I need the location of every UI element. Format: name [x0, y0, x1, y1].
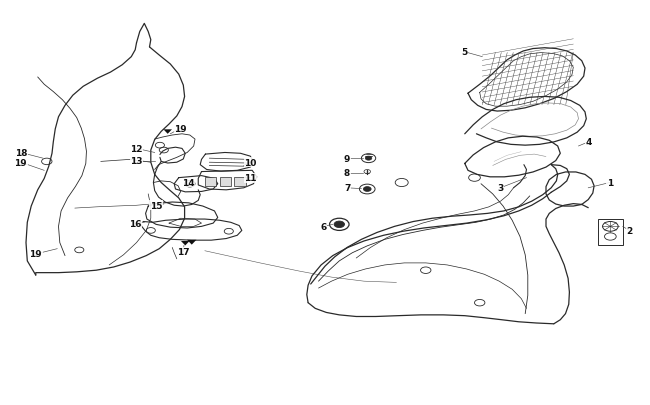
Text: 7: 7: [344, 184, 350, 193]
Text: 19: 19: [14, 158, 27, 167]
Text: 16: 16: [129, 219, 142, 228]
Text: 2: 2: [626, 226, 632, 235]
Text: 1: 1: [606, 179, 613, 188]
Circle shape: [365, 157, 372, 161]
Text: 19: 19: [174, 124, 187, 133]
Polygon shape: [187, 240, 196, 245]
Polygon shape: [181, 241, 190, 246]
Text: 12: 12: [130, 145, 143, 153]
Text: 11: 11: [244, 174, 257, 183]
Text: 14: 14: [182, 179, 195, 188]
Bar: [220, 177, 231, 186]
Text: 10: 10: [244, 158, 257, 167]
Text: 8: 8: [344, 169, 350, 178]
Text: 9: 9: [344, 154, 350, 163]
Text: 5: 5: [462, 48, 468, 57]
Text: 13: 13: [130, 157, 143, 166]
Text: 18: 18: [14, 149, 27, 158]
Text: 17: 17: [177, 247, 190, 256]
Bar: [205, 177, 216, 186]
Polygon shape: [163, 130, 172, 134]
Text: 6: 6: [320, 222, 327, 231]
Circle shape: [363, 187, 371, 192]
Bar: [598, 220, 623, 245]
Text: 15: 15: [150, 201, 162, 210]
Text: 4: 4: [585, 138, 592, 147]
Bar: [234, 177, 246, 186]
Circle shape: [334, 222, 345, 228]
Text: 3: 3: [497, 184, 504, 193]
Text: 19: 19: [29, 250, 42, 259]
